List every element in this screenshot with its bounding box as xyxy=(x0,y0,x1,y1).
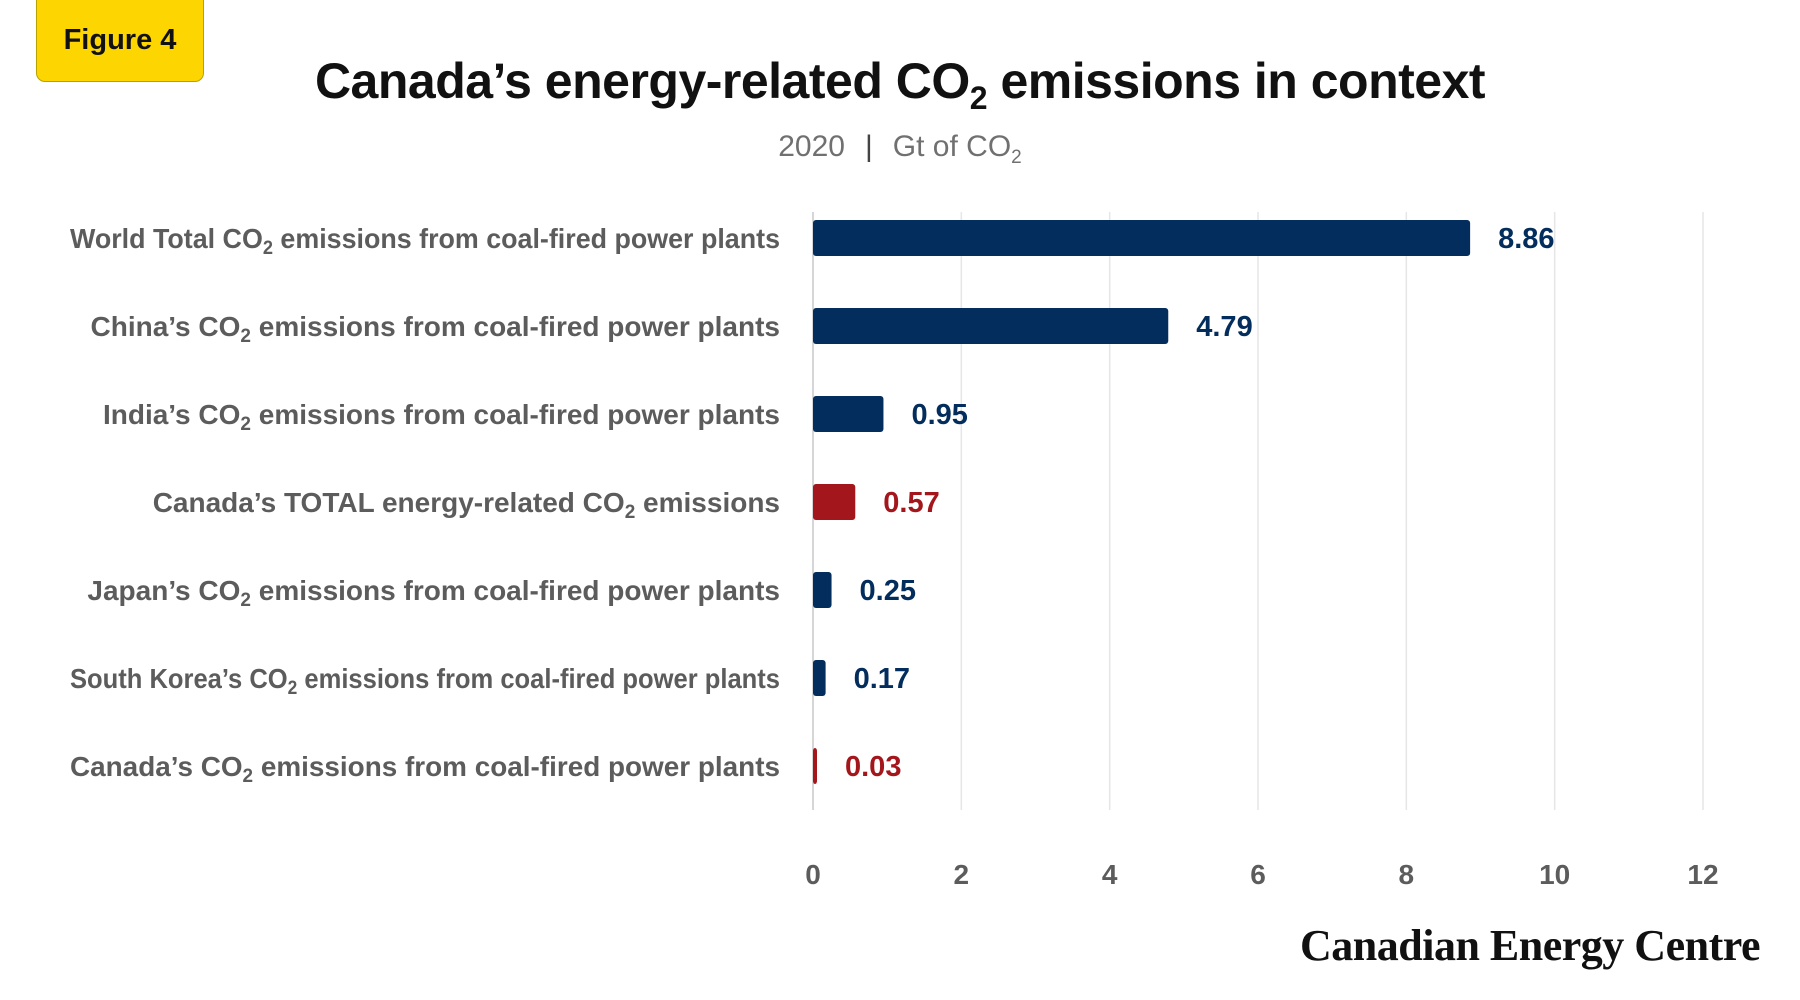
category-label-2: India’s CO2 emissions from coal-fired po… xyxy=(103,399,780,435)
chart-title: Canada’s energy-related CO2 emissions in… xyxy=(0,52,1800,117)
x-tick-label-4: 8 xyxy=(1399,859,1415,890)
value-label-1: 4.79 xyxy=(1196,311,1252,343)
bar-1 xyxy=(813,308,1169,344)
chart-subtitle: 2020 | Gt of CO2 xyxy=(0,130,1800,169)
value-label-4: 0.25 xyxy=(860,575,916,607)
value-label-6: 0.03 xyxy=(845,751,901,783)
x-tick-label-0: 0 xyxy=(805,859,821,890)
chart-title-subscript: 2 xyxy=(969,80,988,116)
bar-4 xyxy=(813,572,832,608)
brand-logo: Canadian Energy Centre xyxy=(1300,921,1760,970)
x-tick-label-1: 2 xyxy=(954,859,970,890)
bar-3 xyxy=(813,484,856,520)
bar-2 xyxy=(813,396,884,432)
category-label-1: China’s CO2 emissions from coal-fired po… xyxy=(91,311,780,347)
bar-6 xyxy=(813,748,817,784)
bar-0 xyxy=(813,220,1471,256)
chart-title-text-end: emissions in context xyxy=(987,53,1486,109)
category-label-6: Canada’s CO2 emissions from coal-fired p… xyxy=(70,751,780,787)
category-label-0: World Total CO2 emissions from coal-fire… xyxy=(70,223,780,259)
category-label-3: Canada’s TOTAL energy-related CO2 emissi… xyxy=(153,487,780,523)
category-label-5: South Korea’s CO2 emissions from coal-fi… xyxy=(70,663,780,699)
figure-badge: Figure 4 xyxy=(36,0,204,82)
x-tick-label-6: 12 xyxy=(1687,859,1718,890)
subtitle-unit: Gt of CO xyxy=(892,130,1012,163)
value-label-0: 8.86 xyxy=(1498,223,1554,255)
x-tick-label-5: 10 xyxy=(1539,859,1570,890)
bar-5 xyxy=(813,660,826,696)
chart-title-text: Canada’s energy-related CO xyxy=(314,53,970,109)
value-label-2: 0.95 xyxy=(911,399,967,431)
subtitle-unit-subscript: 2 xyxy=(1011,147,1022,168)
value-label-3: 0.57 xyxy=(883,487,939,519)
category-label-4: Japan’s CO2 emissions from coal-fired po… xyxy=(87,575,780,611)
value-label-5: 0.17 xyxy=(854,663,910,695)
subtitle-year: 2020 xyxy=(778,130,845,163)
x-tick-label-2: 4 xyxy=(1102,859,1118,890)
x-tick-label-3: 6 xyxy=(1250,859,1266,890)
subtitle-separator: | xyxy=(865,130,873,163)
